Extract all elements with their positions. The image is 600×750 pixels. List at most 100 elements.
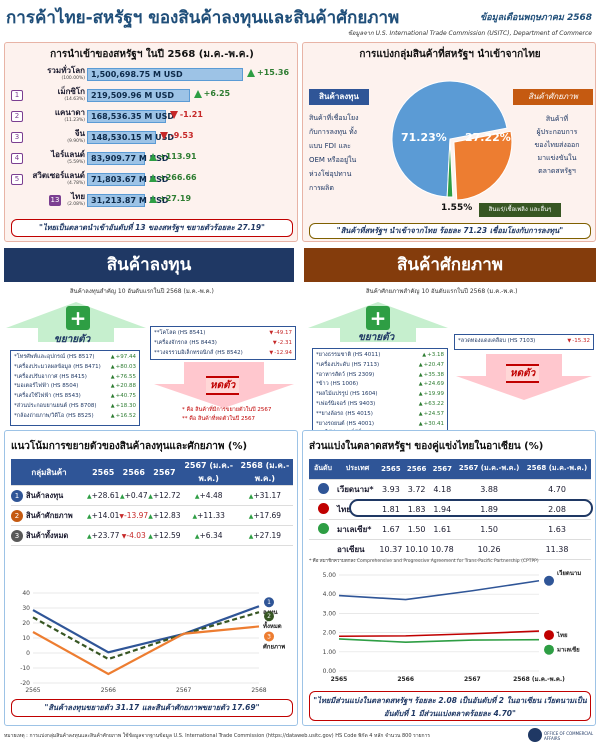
up-arrow-icon: ▲ [110, 412, 115, 419]
country-name: รวมทั่วโลก [47, 66, 85, 75]
potential-description: สินค้าที่ ผู้ประกอบการ ของไทยส่งออก มาแข่งข… [521, 113, 593, 178]
product-change: ▼-15.32 [567, 337, 590, 347]
table-row: 3 สินค้าทั้งหมด ▲+23.77 ▼-4.03 ▲+12.59 ▲+6.34… [11, 525, 293, 546]
group-cell: 1 สินค้าลงทุน [11, 485, 87, 506]
product-change: ▲+80.03 [111, 363, 136, 373]
flag-cell [309, 499, 337, 520]
country-flag-icon [317, 502, 329, 514]
up-arrow-icon: ▲ [248, 493, 254, 500]
value-cell: ▲+12.59 [148, 525, 181, 546]
product-name: *เครื่องปรับอากาศ (HS 8415) [14, 373, 87, 380]
change-value: -2.31 [277, 339, 292, 346]
value-cell: ▲+12.83 [148, 505, 181, 526]
product-item: *ลวดทองแดงเคลือบ (HS 7103) ▼-15.32 [458, 337, 590, 347]
rank-badge: 4 [11, 153, 23, 164]
up-arrow-icon: ▲ [110, 393, 115, 400]
up-arrow-icon: ▲ [418, 361, 423, 368]
import-change: -1.21 [169, 110, 203, 119]
series-label-0: เวียดนาม [557, 569, 581, 577]
rank-badge: 2 [11, 111, 23, 122]
product-name: *ข้าว (HS 1006) [316, 381, 359, 388]
change-value: +40.75 [115, 393, 136, 400]
country-share: (4.78%) [67, 181, 85, 186]
value-text: +31.17 [253, 491, 282, 500]
share-panel-title: การแบ่งกลุ่มสินค้าที่สหรัฐฯ นำเข้าจากไทย [359, 49, 541, 60]
flag-cell [309, 539, 337, 560]
change-value: -49.17 [274, 330, 292, 336]
share-value: 10.10 [403, 539, 430, 560]
share-value: 1.50 [455, 519, 524, 540]
product-name: *ยางรถยนต์ (HS 4001) [316, 420, 374, 427]
series-label-1: ทั้งหมด [263, 620, 282, 630]
product-name: *ผลไม้แปรรูป (HS 1604) [316, 391, 378, 398]
invest-note-1: * คือ สินค้าที่มีการขยายตัวในปี 2567 [182, 407, 272, 413]
group-name: สินค้าศักยภาพ [26, 510, 73, 520]
trend-quote: "สินค้าลงทุนขยายตัว 31.17 และสินค้าศักยภ… [11, 699, 293, 717]
up-arrow-icon: ▲ [422, 352, 427, 358]
pie-slice-2 [446, 138, 454, 198]
column-header: ประเทศ [337, 459, 379, 480]
product-name: *เครื่องประดับ (HS 7113) [316, 361, 380, 368]
share-value: 1.81 [378, 499, 404, 520]
product-name: *อาหารสัตว์ (HS 2309) [316, 371, 375, 378]
share-panel: การแบ่งกลุ่มสินค้าที่สหรัฐฯ นำเข้าจากไทย… [302, 42, 596, 242]
change-value: +15.36 [257, 68, 290, 77]
product-name: *กล้องถ่ายภาพ/วิดีโอ (HS 8525) [14, 412, 94, 419]
down-arrow-icon: ▼ [121, 533, 127, 540]
flag-cell [309, 479, 337, 500]
column-header: 2567 (ม.ค.-พ.ค.) [180, 459, 237, 486]
share-pie-chart [391, 80, 513, 201]
import-change: +15.36 [247, 68, 289, 77]
country-name: แคนาดา [54, 108, 85, 117]
import-bar: 219,509.96 M USD [87, 89, 190, 102]
series-label-1: ไทย [556, 631, 568, 639]
pct-energy-label: 1.55% [441, 203, 473, 213]
import-bar: 1,500,698.75 M USD [87, 68, 243, 81]
product-change: ▲+16.52 [111, 412, 136, 422]
y-tick-label: 0 [26, 650, 30, 657]
up-arrow-icon: ▲ [148, 513, 153, 520]
product-item: **โคโลด (HS 8541) ▼-49.17 [154, 329, 292, 339]
country-name: ไทย [71, 192, 85, 201]
country-name: สวิตเซอร์แลนด์ [32, 171, 85, 180]
column-header: 2567 (ม.ค.-พ.ค.) [455, 459, 524, 480]
rank-badge: 3 [11, 132, 23, 143]
share-value: 3.93 [378, 479, 404, 500]
country-flag-icon [317, 522, 329, 534]
up-arrow-icon: ▲ [148, 493, 153, 500]
column-header: 2567 [148, 459, 181, 486]
product-name: **วงจรรวมอิเล็กทรอนิกส์ (HS 8542) [154, 349, 243, 356]
import-row: 1 เม็กซิโก (14.63%) 219,509.96 M USD +6.25 [5, 86, 299, 106]
series-line-0 [338, 579, 540, 601]
import-change: +113.91 [149, 152, 197, 161]
import-row: 13 ไทย (2.08%) 31,213.87 M USD +27.19 [5, 191, 299, 211]
potential-sub: สินค้าศักยภาพสำคัญ 10 อันดับแรกในปี 2568… [366, 288, 518, 295]
up-arrow-icon: ▲ [119, 493, 125, 500]
up-arrow-icon [149, 194, 157, 203]
y-tick-label: 30 [22, 605, 30, 612]
product-change: ▲+76.55 [111, 373, 136, 383]
value-text: +27.19 [253, 531, 282, 540]
change-value: +3.18 [427, 352, 444, 358]
potential-shrink-label: หดตัว [506, 364, 540, 383]
desc-line: แบบ FDI และ [309, 142, 351, 150]
product-change: ▲+63.22 [419, 400, 444, 410]
value-text: +4.48 [199, 491, 223, 500]
up-arrow-icon [149, 152, 157, 161]
product-change: ▲+20.47 [419, 361, 444, 371]
import-value: 31,213.87 M USD [91, 196, 169, 205]
down-arrow-icon [160, 131, 169, 140]
product-name: *ลวดทองแดงเคลือบ (HS 7103) [458, 338, 536, 344]
up-arrow-icon: ▲ [192, 513, 198, 520]
value-text: -4.03 [126, 531, 146, 540]
change-value: -1.21 [179, 110, 203, 119]
product-item: *ผลไม้แปรรูป (HS 1604) ▲+19.99 [316, 390, 444, 400]
asean-footnote: * คือ สมาชิกความตกลง Comprehensive and P… [309, 559, 539, 564]
value-cell: ▼-13.97 [119, 505, 149, 526]
energy-tag: สินแร่/เชื้อเพลิง และอื่นๆ [479, 203, 561, 217]
series-line-1 [32, 611, 260, 661]
product-item: *ยางธรรมชาติ (HS 4011) ▲+3.18 [316, 351, 444, 361]
product-change: ▲+24.57 [419, 410, 444, 420]
down-arrow-icon: ▼ [272, 339, 277, 346]
desc-line: ห่วงโซ่อุปทาน [309, 170, 352, 178]
